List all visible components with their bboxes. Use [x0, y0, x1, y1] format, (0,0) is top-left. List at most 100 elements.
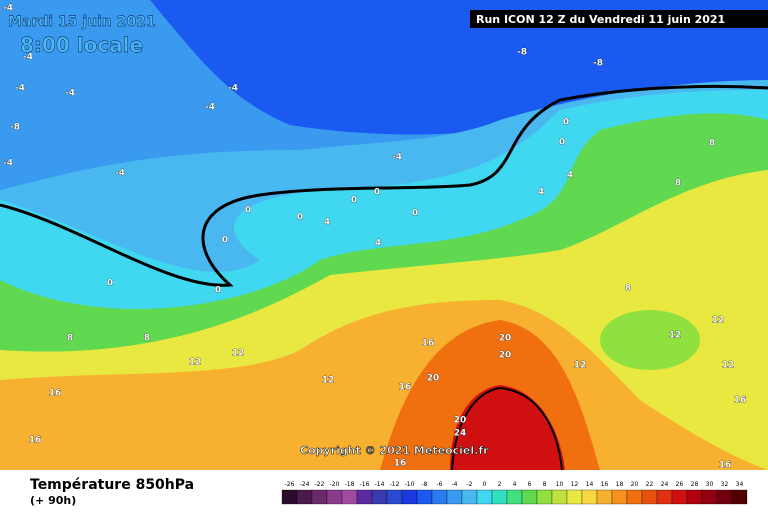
legend-swatch [281, 489, 298, 505]
contour-label: -8 [10, 123, 20, 133]
legend-swatch [506, 489, 523, 505]
contour-label: 12 [232, 349, 245, 359]
footer-subtitle: (+ 90h) [30, 494, 76, 507]
contour-label: 0 [412, 209, 418, 219]
legend-label: 2 [498, 481, 502, 488]
contour-label: 12 [669, 331, 682, 341]
contour-label: 4 [324, 218, 330, 228]
contour-label: 20 [427, 374, 440, 384]
legend-swatch [296, 489, 313, 505]
contour-label: 16 [399, 383, 412, 393]
contour-label: 16 [49, 389, 62, 399]
contour-labels: -4 -4 -8 -8 -4 -4 -4 -4 -8 -4 -4 -4 0 0 4 4 0 0 0 0 4 0 4 0 0 8 8 8… [3, 3, 747, 471]
contour-label: 12 [722, 361, 735, 371]
contour-label: 20 [499, 351, 512, 361]
isotherm [451, 386, 563, 471]
contour-label: 24 [454, 429, 467, 439]
contour-label: 12 [574, 361, 587, 371]
legend-label: -26 [285, 481, 295, 488]
contour-label: 20 [454, 416, 467, 426]
contour-label: -8 [593, 59, 603, 69]
contour-label: -4 [23, 53, 33, 63]
contour-label: -4 [115, 169, 125, 179]
legend-swatch [731, 489, 748, 505]
legend-swatch [566, 489, 583, 505]
legend-swatch [596, 489, 613, 505]
contour-label: 12 [322, 376, 335, 386]
legend-swatch [476, 489, 493, 505]
contour-label: -8 [517, 48, 527, 58]
contour-label: -4 [228, 84, 238, 94]
legend-swatch [581, 489, 598, 505]
legend-swatch [371, 489, 388, 505]
contour-label: 0 [297, 213, 303, 223]
legend-label: -16 [360, 481, 370, 488]
contour-label: -4 [15, 84, 25, 94]
legend-label: 34 [736, 481, 744, 488]
contour-label: 8 [709, 139, 715, 149]
temp-patch [600, 310, 700, 370]
contour-label: 0 [222, 236, 228, 246]
legend-label: 22 [646, 481, 654, 488]
contour-label: 0 [245, 206, 251, 216]
contour-label: 12 [189, 358, 202, 368]
legend-label: 26 [676, 481, 684, 488]
contour-label: -4 [3, 159, 13, 169]
legend-label: 18 [616, 481, 624, 488]
legend-label: -18 [345, 481, 355, 488]
legend-swatch [431, 489, 448, 505]
legend-swatch [686, 489, 703, 505]
legend-swatch [626, 489, 643, 505]
legend-label: -20 [330, 481, 340, 488]
contour-label: 8 [675, 179, 681, 189]
legend-swatch [491, 489, 508, 505]
legend-label: -14 [375, 481, 385, 488]
legend-label: 20 [631, 481, 639, 488]
legend-swatch [401, 489, 418, 505]
legend-swatch [386, 489, 403, 505]
run-box [470, 10, 768, 28]
legend-swatch [461, 489, 478, 505]
time: 8:00 locale [20, 33, 143, 57]
legend-label: 16 [601, 481, 609, 488]
run-info: Run ICON 12 Z du Vendredi 11 juin 2021 [476, 13, 725, 26]
legend-label: 32 [721, 481, 729, 488]
contour-label: -4 [392, 153, 402, 163]
contour-label: 16 [422, 339, 435, 349]
legend-label: -8 [422, 481, 428, 488]
legend-swatch [311, 489, 328, 505]
legend-label: -24 [300, 481, 310, 488]
legend-label: -22 [315, 481, 325, 488]
contour-label: 0 [351, 196, 357, 206]
legend-label: 4 [513, 481, 517, 488]
legend: -26 -24 -22 -20 -18 -16 -14 -12 -10 -8 -6 -4 -2 0 2 4 6 8… [281, 481, 748, 505]
date: Mardi 15 juin 2021 [8, 14, 156, 30]
contour-label: 4 [538, 188, 544, 198]
legend-swatch [536, 489, 553, 505]
contour-label: 16 [734, 396, 747, 406]
contour-label: 8 [144, 334, 150, 344]
legend-label: -6 [437, 481, 443, 488]
contour-label: 16 [394, 459, 407, 469]
zero-isotherm [0, 84, 768, 287]
legend-label: 30 [706, 481, 714, 488]
legend-label: 14 [586, 481, 594, 488]
legend-swatch [521, 489, 538, 505]
contour-label: 16 [719, 461, 732, 471]
contour-label: 0 [374, 188, 380, 198]
contour-label: 0 [107, 279, 113, 289]
contour-label: -4 [65, 89, 75, 99]
legend-swatch [611, 489, 628, 505]
legend-label: 28 [691, 481, 699, 488]
contour-label: -4 [205, 103, 215, 113]
contour-label: 20 [499, 334, 512, 344]
legend-swatch [356, 489, 373, 505]
contour-label: 16 [29, 436, 42, 446]
contour-label: 8 [625, 284, 631, 294]
legend-swatch [446, 489, 463, 505]
cold-region [150, 0, 768, 135]
legend-label: -10 [405, 481, 415, 488]
contour-label: 0 [559, 138, 565, 148]
